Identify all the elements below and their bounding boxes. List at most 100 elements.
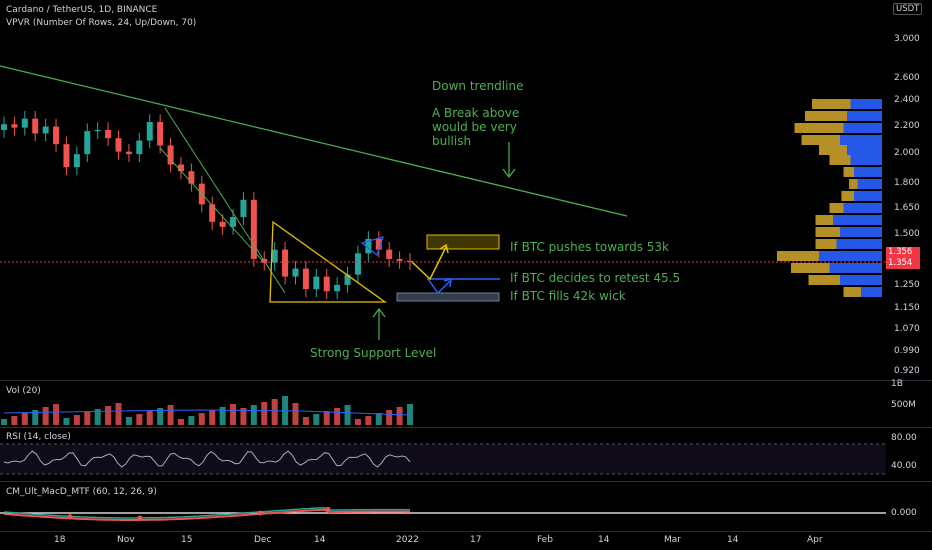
rsi-label[interactable]: RSI (14, close) (6, 432, 71, 442)
candle (146, 114, 153, 149)
time-axis-label: Nov (117, 535, 135, 545)
candle (302, 260, 309, 298)
rsi-axis-80: 80.00 (891, 433, 917, 443)
price-axis-label: 1.250 (894, 280, 920, 290)
time-axis-label: Dec (254, 535, 272, 545)
volume-bar (42, 407, 49, 425)
candle (157, 114, 164, 154)
volume-bar (105, 406, 112, 425)
price-chart[interactable] (0, 0, 932, 380)
volume-bar (271, 399, 278, 425)
volume-axis-500m: 500M (891, 400, 916, 410)
candle (136, 132, 143, 163)
volume-bar (157, 408, 164, 425)
symbol-title[interactable]: Cardano / TetherUS, 1D, BINANCE (6, 5, 158, 15)
candle (396, 251, 403, 269)
volume-bar (84, 412, 91, 425)
vpvr-row (841, 191, 882, 201)
price-axis-label: 2.200 (894, 121, 920, 131)
candle (94, 122, 101, 140)
volume-bar (334, 408, 341, 425)
vpvr-row (829, 203, 882, 213)
vpvr-row (843, 167, 882, 177)
volume-bar (323, 411, 330, 425)
zone-53k (426, 234, 500, 250)
volume-bar (146, 411, 153, 425)
macd-axis-0: 0.000 (891, 508, 917, 518)
volume-bar (354, 419, 361, 425)
vpvr-row (808, 275, 882, 285)
volume-bar (167, 405, 174, 425)
volume-bar (250, 405, 257, 425)
vpvr-row (801, 135, 882, 145)
macd-chart (0, 506, 886, 521)
candle (313, 268, 320, 298)
scenario-2-label: If BTC decides to retest 45.5 (510, 271, 681, 285)
candle (250, 192, 257, 267)
candlesticks (1, 110, 413, 300)
price-axis-label: 2.400 (894, 95, 920, 105)
vpvr-label[interactable]: VPVR (Number Of Rows, 24, Up/Down, 70) (6, 18, 197, 28)
price-axis-label: 1.500 (894, 229, 920, 239)
vpvr-row (794, 123, 882, 133)
volume-bar (240, 408, 247, 425)
macd-cross-dot (67, 514, 73, 520)
vpvr-row (815, 227, 882, 237)
volume-chart (1, 396, 413, 425)
time-axis-label: 2022 (396, 535, 419, 545)
candle (271, 241, 278, 271)
rsi-line (3, 450, 411, 468)
candle (73, 146, 80, 176)
macd-cross-dot (325, 506, 331, 512)
volume-bar (396, 407, 403, 425)
vpvr-row (805, 111, 882, 121)
price-axis-label: 3.000 (894, 34, 920, 44)
time-axis-label: Mar (664, 535, 681, 545)
down-trendline (0, 65, 628, 217)
candle (386, 241, 393, 267)
price-axis[interactable]: 3.000 2.600 2.400 2.200 2.000 1.800 1.650 1.500… (886, 0, 932, 380)
candle (323, 268, 330, 300)
candle (188, 163, 195, 192)
candle (365, 231, 372, 262)
candle (11, 116, 18, 136)
volume-label[interactable]: Vol (20) (6, 386, 41, 396)
time-axis[interactable]: 18 Nov 15 Dec 14 2022 17 Feb 14 Mar 14 Apr (0, 533, 886, 550)
candle (219, 214, 226, 235)
vpvr-row (849, 179, 882, 189)
volume-bar (63, 418, 70, 425)
currency-badge[interactable]: USDT (893, 3, 923, 15)
time-axis-label: 17 (470, 535, 482, 545)
time-axis-label: 18 (54, 535, 66, 545)
candle (375, 231, 382, 258)
volume-bar (344, 405, 351, 425)
rsi-chart (0, 443, 886, 475)
time-axis-label: 15 (181, 535, 193, 545)
volume-bar (94, 409, 101, 425)
candle (115, 130, 122, 160)
volume-bar (115, 403, 122, 425)
volume-bar (219, 407, 226, 425)
vpvr-row (777, 251, 882, 261)
macd-label[interactable]: CM_Ult_MacD_MTF (60, 12, 26, 9) (6, 487, 157, 497)
vpvr-row (815, 215, 882, 225)
volume-bar (386, 410, 393, 425)
price-axis-label: 1.150 (894, 303, 920, 313)
time-axis-label: 14 (314, 535, 326, 545)
channel-upper (164, 107, 286, 294)
current-price-badge-2: 1.354 (886, 258, 920, 269)
time-axis-label: Feb (537, 535, 553, 545)
vpvr-histogram (777, 99, 882, 297)
vpvr-row (815, 239, 882, 249)
volume-ma-line (3, 409, 411, 416)
volume-bar (365, 416, 372, 425)
vpvr-row (819, 145, 882, 155)
scenario-1-label: If BTC pushes towards 53k (510, 240, 669, 254)
candle (177, 156, 184, 180)
volume-bar (1, 419, 7, 425)
volume-bar (32, 410, 39, 425)
projection-retest-arrow (427, 278, 451, 295)
time-axis-label: 14 (727, 535, 739, 545)
candle (167, 137, 174, 173)
macd-cross-dot (137, 515, 143, 521)
